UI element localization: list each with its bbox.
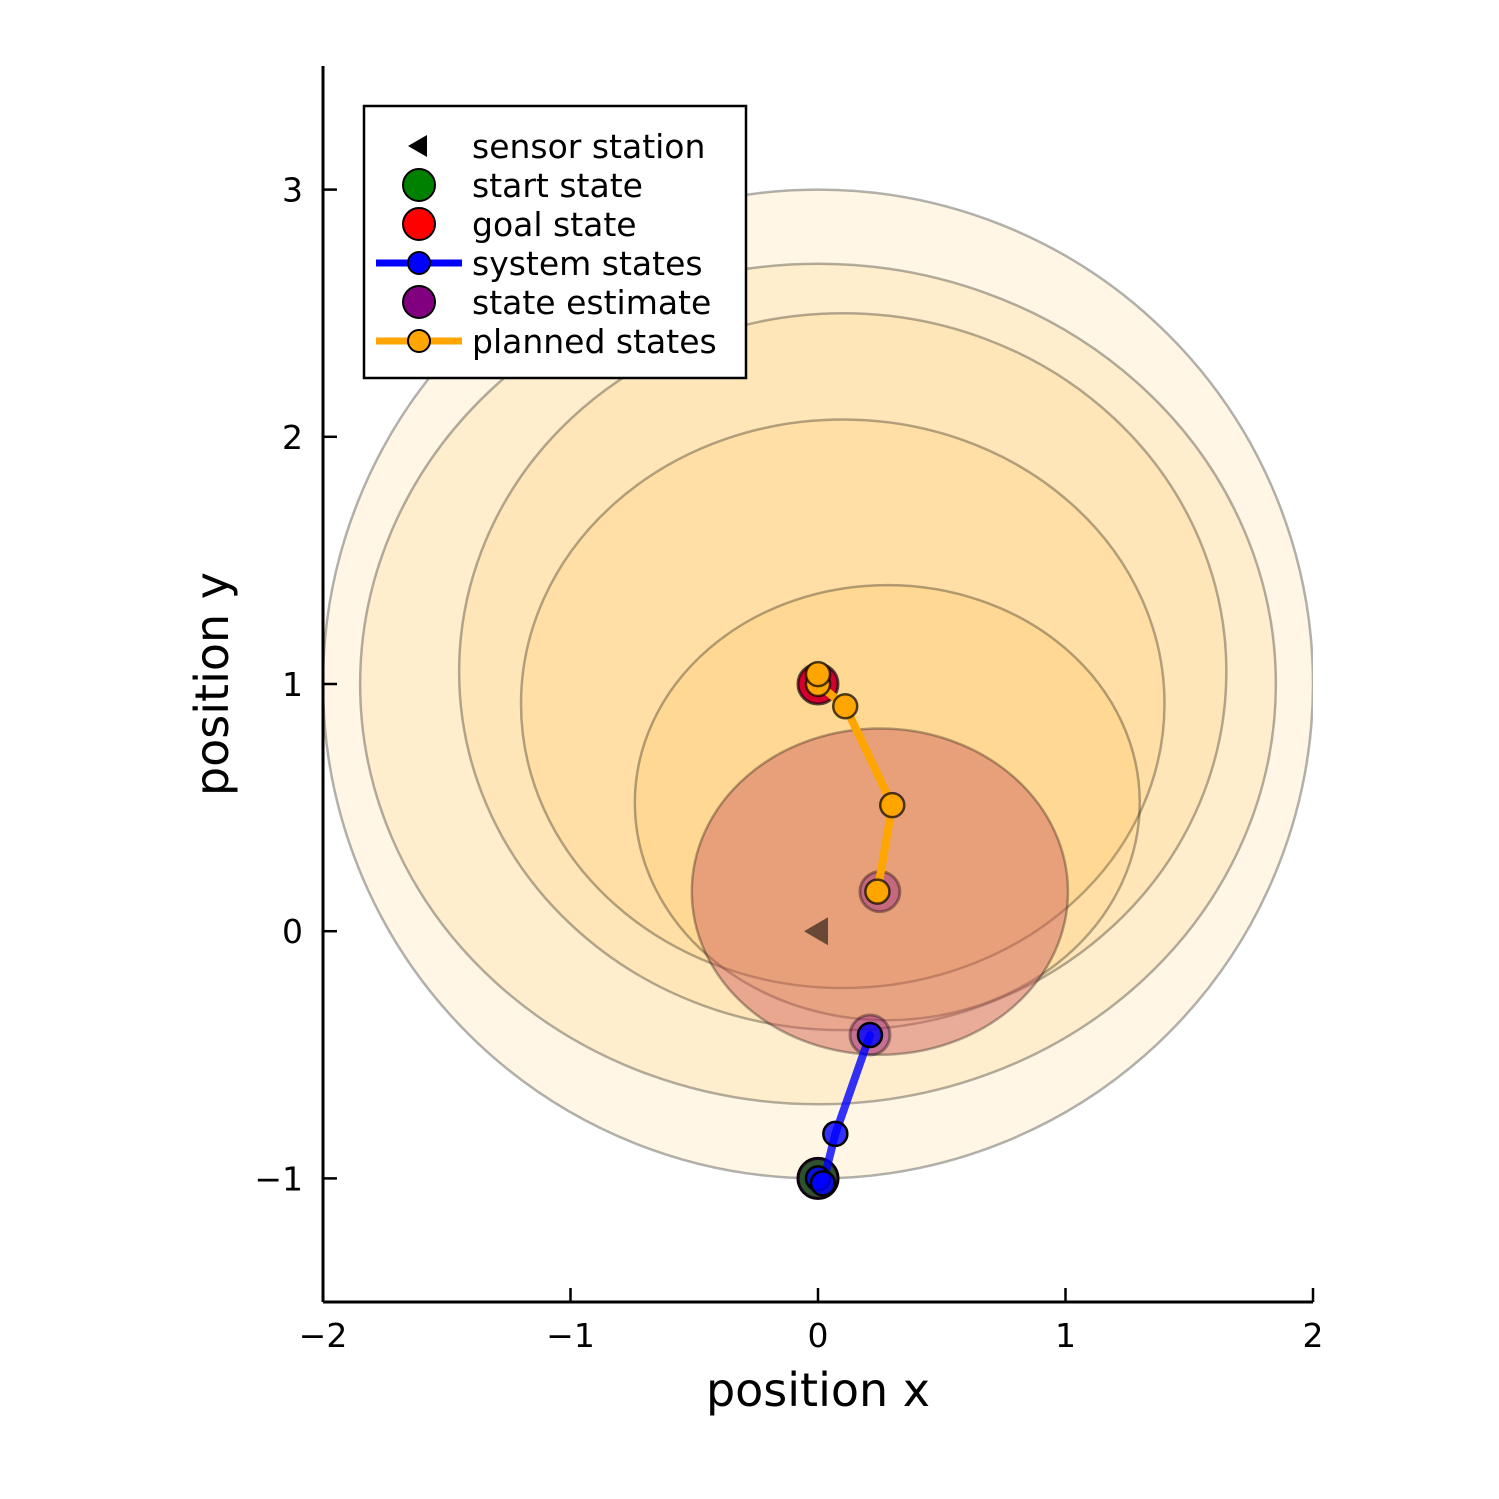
legend-triangle-swatch — [408, 135, 427, 157]
legend-marker-swatch — [402, 285, 436, 319]
y-tick-label: −1 — [254, 1159, 303, 1198]
legend-label: system states — [472, 244, 703, 283]
legend-marker-swatch — [402, 168, 436, 202]
y-tick-label: 1 — [282, 665, 303, 704]
x-tick-label: −1 — [546, 1316, 595, 1355]
y-axis-label: position y — [185, 572, 239, 796]
y-tick-label: 3 — [282, 171, 303, 210]
legend-item: system states — [376, 244, 703, 283]
x-tick-label: 0 — [808, 1316, 829, 1355]
system-state-point-4 — [856, 1021, 884, 1049]
planned-state-point-3 — [831, 692, 859, 720]
legend-box — [362, 104, 748, 380]
system-state-point-2 — [809, 1170, 837, 1197]
uncertainty-ellipse-3 — [457, 311, 1228, 1032]
system-state-point-3 — [822, 1120, 849, 1148]
legend-item: state estimate — [402, 283, 711, 322]
legend-label: start state — [472, 166, 643, 205]
legend-marker-swatch — [407, 251, 431, 275]
legend-item: start state — [402, 166, 643, 205]
legend-marker-swatch — [407, 329, 431, 353]
x-axis-label: position x — [706, 1363, 930, 1417]
legend-label: sensor station — [472, 127, 705, 166]
state-series — [796, 660, 906, 1200]
sensor-station-marker — [804, 917, 828, 946]
legend-item: sensor station — [408, 127, 705, 166]
legend-item: planned states — [376, 322, 717, 361]
legend-item: goal state — [402, 205, 637, 244]
planned-state-point-5 — [804, 660, 832, 688]
legend-label: planned states — [472, 322, 717, 361]
x-tick-label: 1 — [1055, 1316, 1076, 1355]
y-tick-label: 0 — [282, 912, 303, 951]
planned-state-point-1 — [864, 878, 891, 905]
y-tick-label: 2 — [282, 418, 303, 457]
x-tick-label: −2 — [299, 1316, 348, 1355]
legend-label: goal state — [472, 205, 637, 244]
x-tick-label: 2 — [1303, 1316, 1324, 1355]
planned-state-point-2 — [879, 791, 906, 819]
axes: −2 −1 0 1 2 −1 0 1 2 3 — [254, 66, 1324, 1355]
legend-label: state estimate — [472, 283, 711, 322]
legend-marker-swatch — [402, 207, 436, 241]
